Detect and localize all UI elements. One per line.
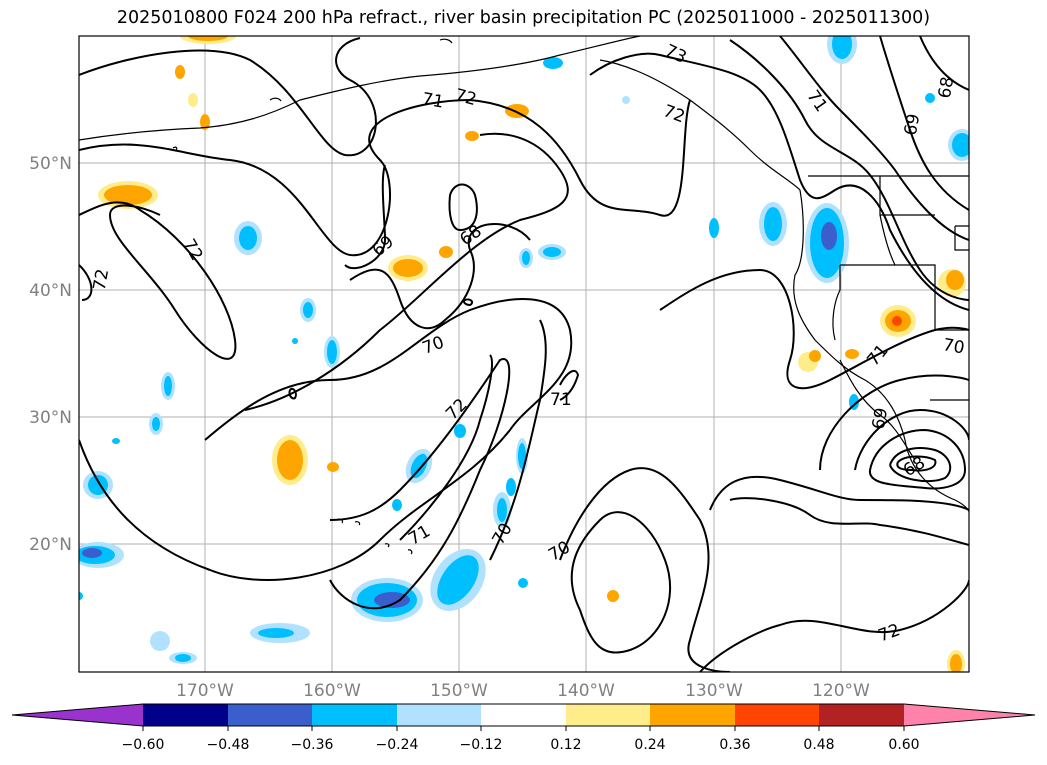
contour-label: 69: [869, 406, 892, 431]
colorbar-segment: [566, 704, 650, 726]
lon-label-130w: 130°W: [685, 681, 743, 701]
contour-label: 70: [941, 335, 966, 358]
colorbar-tick-label: −0.12: [460, 737, 503, 753]
colorbar-tick-label: 0.48: [803, 737, 834, 753]
contour-label: 69: [901, 112, 924, 137]
colorbar-tick-label: 0.12: [550, 737, 581, 753]
colorbar-segment: [143, 704, 228, 726]
colorbar: −0.60 −0.48 −0.36 −0.24 −0.12 0.12 0.24 …: [11, 703, 1036, 753]
colorbar-segment: [735, 704, 819, 726]
islands: [172, 38, 453, 555]
lon-label-140w: 140°W: [557, 681, 615, 701]
latitude-labels: 50°N 40°N 30°N 20°N: [29, 154, 72, 555]
colorbar-tick-label: 0.60: [888, 737, 919, 753]
colorbar-extend-high: [904, 704, 1035, 726]
lat-label-50n: 50°N: [29, 154, 72, 174]
lon-label-160w: 160°W: [303, 681, 361, 701]
contour-label: 72: [90, 267, 113, 292]
colorbar-tick-label: −0.24: [376, 737, 419, 753]
colorbar-tick-label: −0.60: [122, 737, 165, 753]
colorbar-segment: [650, 704, 735, 726]
longitude-labels: 170°W 160°W 150°W 140°W 130°W 120°W: [176, 681, 870, 701]
colorbar-tick-label: −0.36: [291, 737, 334, 753]
colorbar-segment: [481, 704, 566, 726]
lat-label-30n: 30°N: [29, 408, 72, 428]
lon-label-170w: 170°W: [176, 681, 234, 701]
colorbar-tick-label: −0.48: [207, 737, 250, 753]
colorbar-segment: [397, 704, 481, 726]
contour-label: 68: [935, 75, 958, 100]
colorbar-segment: [819, 704, 904, 726]
precipitation-patches: [79, 36, 969, 672]
colorbar-tick-label: 0.36: [719, 737, 750, 753]
refractivity-contours: [79, 36, 969, 672]
map-title: 2025010800 F024 200 hPa refract., river …: [116, 8, 931, 28]
lon-label-150w: 150°W: [430, 681, 488, 701]
contour-label: 71: [420, 89, 445, 112]
lat-label-40n: 40°N: [29, 281, 72, 301]
colorbar-segment: [312, 704, 397, 726]
map-frame: [78, 35, 970, 673]
coastlines: [79, 36, 969, 513]
contour-label: 71: [550, 390, 572, 410]
colorbar-extend-low: [12, 704, 143, 726]
lon-label-120w: 120°W: [812, 681, 870, 701]
colorbar-segment: [228, 704, 312, 726]
map-area: [79, 36, 969, 672]
lat-label-20n: 20°N: [29, 535, 72, 555]
colorbar-tick-label: 0.24: [634, 737, 665, 753]
negative-anomaly-patches: [79, 36, 969, 664]
